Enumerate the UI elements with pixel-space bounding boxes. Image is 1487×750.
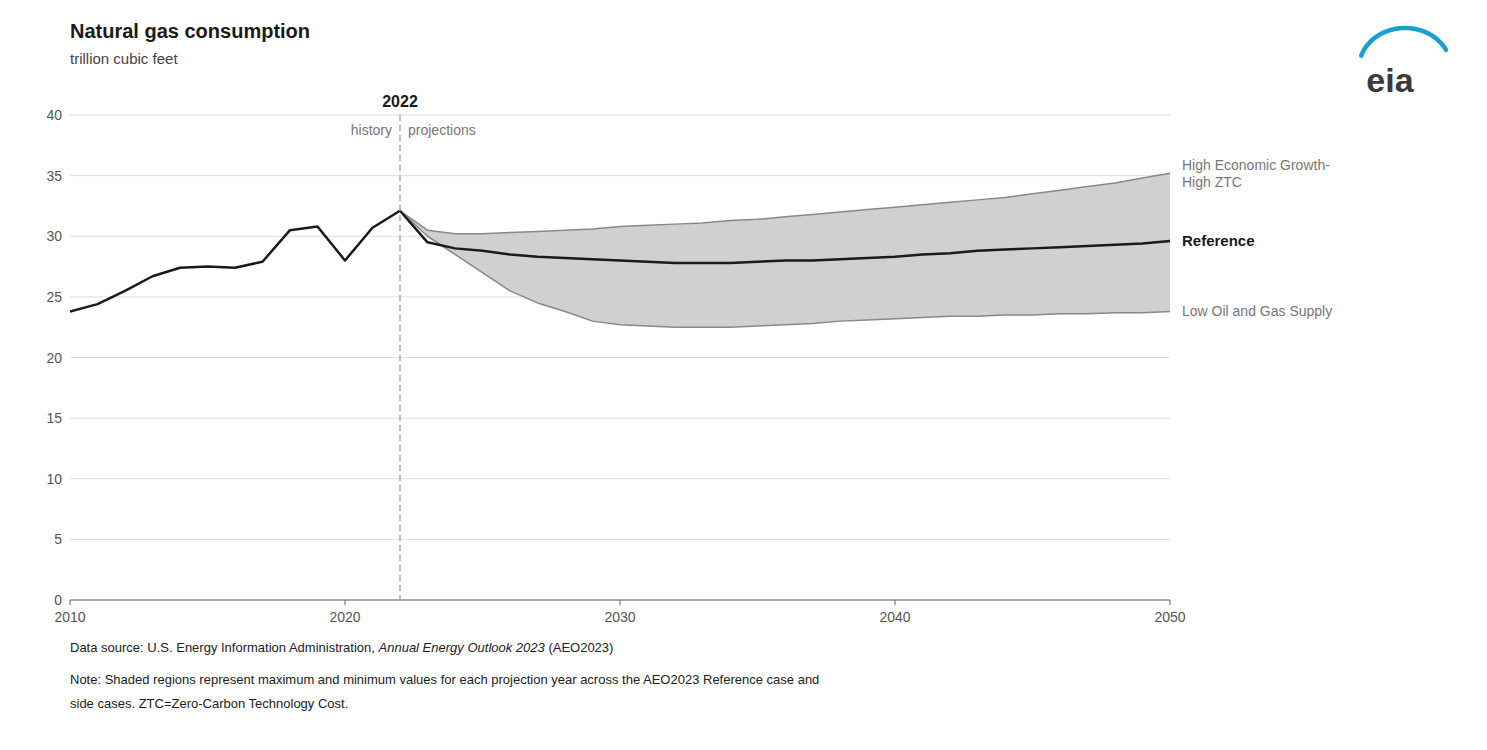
series-label: Reference [1182, 232, 1255, 249]
grid-line [70, 115, 1170, 116]
series-line [70, 211, 400, 312]
annotation: projections [408, 122, 476, 138]
y-tick-label: 10 [46, 471, 62, 487]
source-part: (AEO2023) [545, 640, 614, 655]
series-line [400, 173, 1170, 234]
series-label: High Economic Growth-High ZTC [1182, 157, 1330, 190]
series-line [400, 211, 1170, 263]
series-line [400, 211, 1170, 327]
divider-label: 2022 [382, 93, 418, 110]
x-tick-label: 2030 [604, 609, 635, 625]
logo-text: eia [1366, 61, 1414, 99]
chart: Natural gas consumption trillion cubic fe… [0, 0, 1487, 750]
x-axis-line [70, 600, 1170, 601]
page: {"chart_data": { "type": "line", "title"… [0, 0, 1487, 750]
x-tick-label: 2020 [329, 609, 360, 625]
y-tick-label: 5 [54, 531, 62, 547]
title: Natural gas consumption [70, 20, 310, 42]
x-tick-label: 2050 [1154, 609, 1185, 625]
y-tick-label: 25 [46, 289, 62, 305]
x-tick-label: 2010 [54, 609, 85, 625]
range-band [400, 173, 1170, 327]
divider-line [399, 115, 401, 600]
note: side cases. ZTC=Zero-Carbon Technology C… [70, 696, 348, 711]
note: Note: Shaded regions represent maximum a… [70, 672, 819, 687]
x-tick [1170, 600, 1171, 605]
grid-line [70, 418, 1170, 419]
series-label-line: High Economic Growth- [1182, 157, 1330, 173]
grid-line [70, 600, 1170, 601]
y-tick-label: 40 [46, 107, 62, 123]
series-label: Low Oil and Gas Supply [1182, 303, 1332, 319]
y-tick-label: 35 [46, 168, 62, 184]
source: Data source: U.S. Energy Information Adm… [70, 640, 613, 655]
x-tick [345, 600, 346, 605]
y-tick-label: 30 [46, 228, 62, 244]
x-tick-label: 2040 [879, 609, 910, 625]
subtitle: trillion cubic feet [70, 50, 178, 67]
logo-arc [1361, 28, 1446, 56]
x-tick [895, 600, 896, 605]
grid-line [70, 478, 1170, 479]
logo: eia [1361, 28, 1446, 99]
source-part: Annual Energy Outlook 2023 [378, 640, 546, 655]
grid-line [70, 357, 1170, 358]
x-tick [70, 600, 71, 605]
series-label-line: High ZTC [1182, 174, 1242, 190]
series-label-line: Reference [1182, 232, 1255, 249]
y-tick-label: 20 [46, 350, 62, 366]
source-part: Data source: U.S. Energy Information Adm… [70, 640, 379, 655]
y-tick-label: 15 [46, 410, 62, 426]
x-tick [620, 600, 621, 605]
grid-line [70, 539, 1170, 540]
series-label-line: Low Oil and Gas Supply [1182, 303, 1332, 319]
y-tick-label: 0 [54, 592, 62, 608]
plot-area [70, 173, 1170, 327]
grid-line [70, 175, 1170, 176]
annotation: history [351, 122, 392, 138]
grid [70, 115, 1170, 600]
